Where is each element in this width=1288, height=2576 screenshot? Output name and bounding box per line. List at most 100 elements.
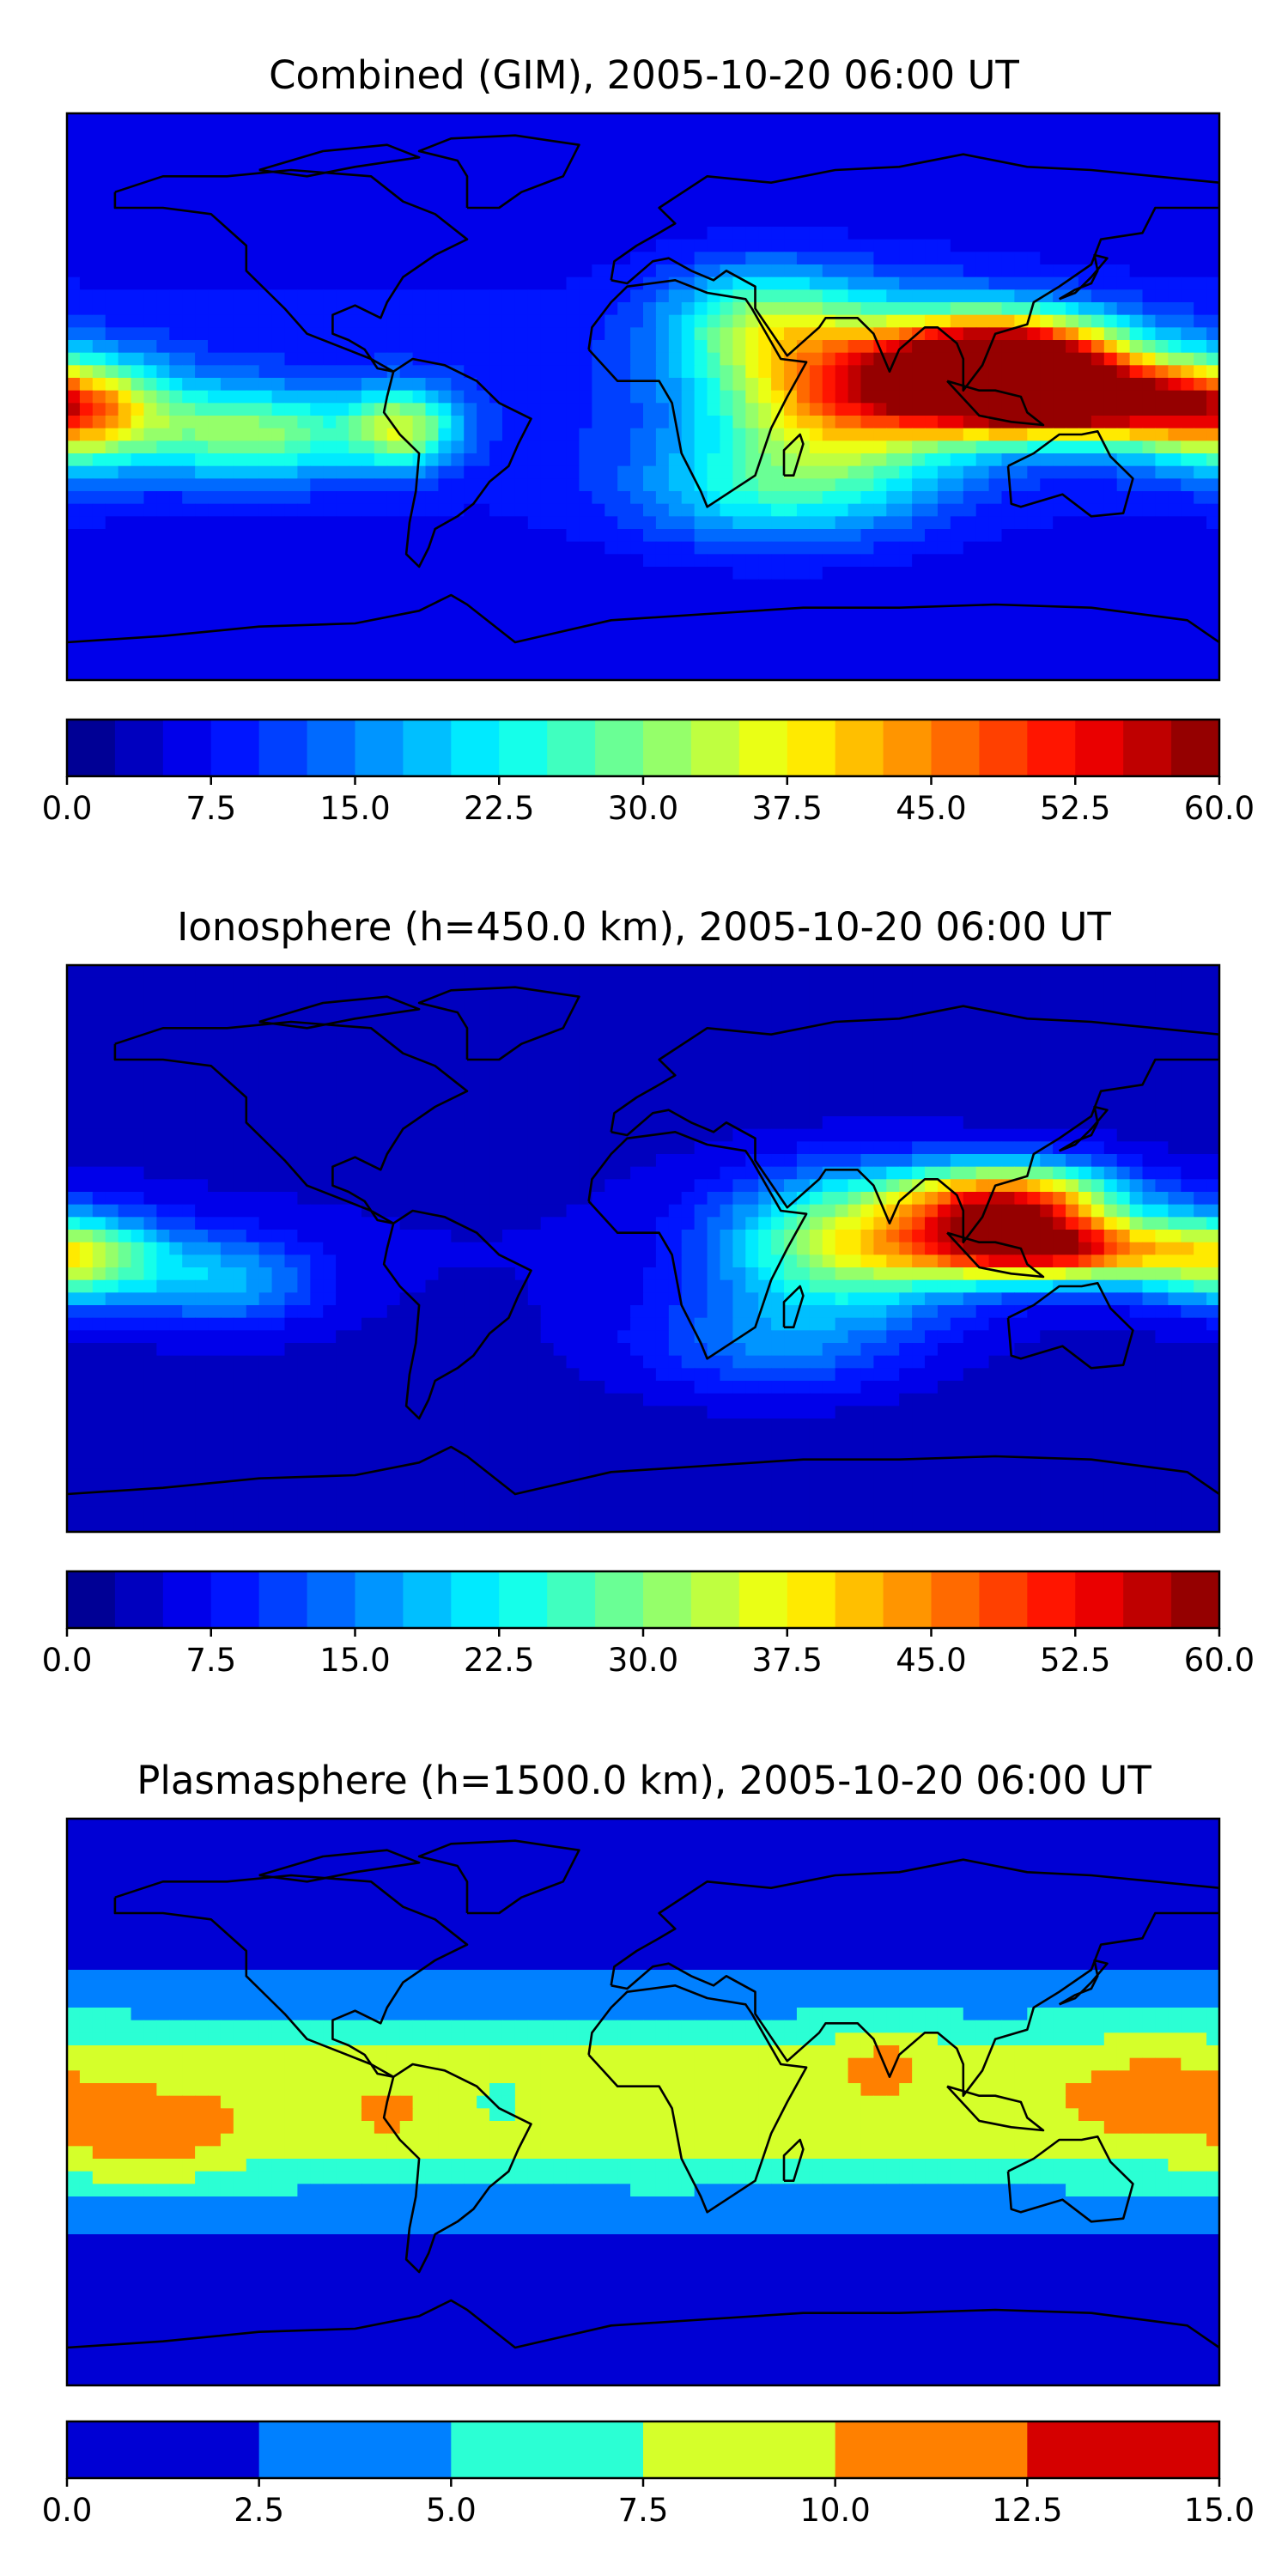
field-cell [182,264,196,278]
field-cell [784,453,798,467]
field-cell [336,201,349,215]
field-cell [412,965,427,979]
field-cell [1181,416,1194,429]
field-cell [514,151,529,165]
field-cell [1129,465,1144,479]
field-cell [1040,428,1054,441]
field-cell [707,453,721,467]
field-cell [1040,592,1054,605]
field-cell [694,1015,708,1029]
field-cell [131,138,145,152]
field-cell [323,125,337,139]
field-cell [566,378,580,392]
field-cell [143,289,157,303]
field-cell [1129,314,1144,328]
field-cell [208,378,222,392]
field-cell [1040,214,1054,228]
field-cell [1103,201,1118,215]
field-cell [617,189,631,203]
field-cell [143,125,157,139]
field-cell [336,289,349,303]
field-cell [566,125,580,139]
field-cell [105,617,119,630]
field-cell [1078,252,1092,265]
field-cell [297,965,311,979]
field-cell [514,302,529,316]
field-cell [412,1066,427,1079]
field-cell [105,642,119,656]
field-cell [1053,340,1066,354]
field-cell [118,239,132,252]
field-cell [912,289,926,303]
field-cell [143,1041,157,1054]
field-cell [1001,503,1016,517]
field-cell [681,138,696,152]
field-cell [67,327,81,341]
field-cell [489,264,503,278]
field-cell [1103,1053,1118,1066]
field-cell [822,990,836,1004]
field-cell [323,189,337,203]
field-cell [655,654,670,668]
field-cell [822,276,836,290]
field-cell [758,1015,772,1029]
field-cell [208,327,222,341]
field-cell [988,302,1003,316]
field-cell [246,352,260,366]
field-cell [694,1028,708,1042]
field-cell [873,314,887,328]
field-cell [925,378,939,392]
field-cell [822,579,836,592]
field-cell [925,1028,939,1042]
field-cell [258,478,273,492]
field-cell [143,1078,157,1092]
field-cell [707,465,721,479]
field-cell [655,605,670,618]
field-cell [105,1028,119,1042]
field-cell [873,453,887,467]
field-cell [271,990,286,1004]
field-cell [489,1003,503,1017]
field-cell [925,667,939,680]
field-cell [848,227,862,240]
colorbar-tick-label: 37.5 [752,790,823,827]
field-cell [873,541,887,555]
field-cell [336,654,349,668]
field-cell [374,163,388,177]
field-cell [1053,163,1066,177]
field-cell [156,516,170,530]
field-cell [566,529,580,543]
field-cell [540,453,555,467]
field-cell [975,201,990,215]
field-cell [681,541,696,555]
field-cell [784,428,798,441]
field-cell [630,516,644,530]
field-cell [1181,541,1194,555]
field-cell [617,352,631,366]
field-cell [386,327,401,341]
field-cell [745,478,759,492]
field-cell [105,579,119,592]
field-cell [1194,390,1207,404]
field-cell [233,654,247,668]
field-cell [182,491,196,505]
field-cell [758,113,772,127]
field-cell [297,314,311,328]
field-cell [937,340,951,354]
field-cell [975,990,990,1004]
field-cell [605,163,618,177]
field-cell [630,289,644,303]
field-cell [1155,667,1169,680]
field-cell [336,252,349,265]
field-cell [860,390,874,404]
field-cell [1066,113,1079,127]
field-cell [925,416,939,429]
field-cell [271,567,286,580]
field-cell [553,125,568,139]
field-cell [284,516,298,530]
field-cell [566,491,580,505]
field-cell [284,340,298,354]
field-cell [886,239,900,252]
field-cell [1053,541,1066,555]
field-cell [553,516,568,530]
